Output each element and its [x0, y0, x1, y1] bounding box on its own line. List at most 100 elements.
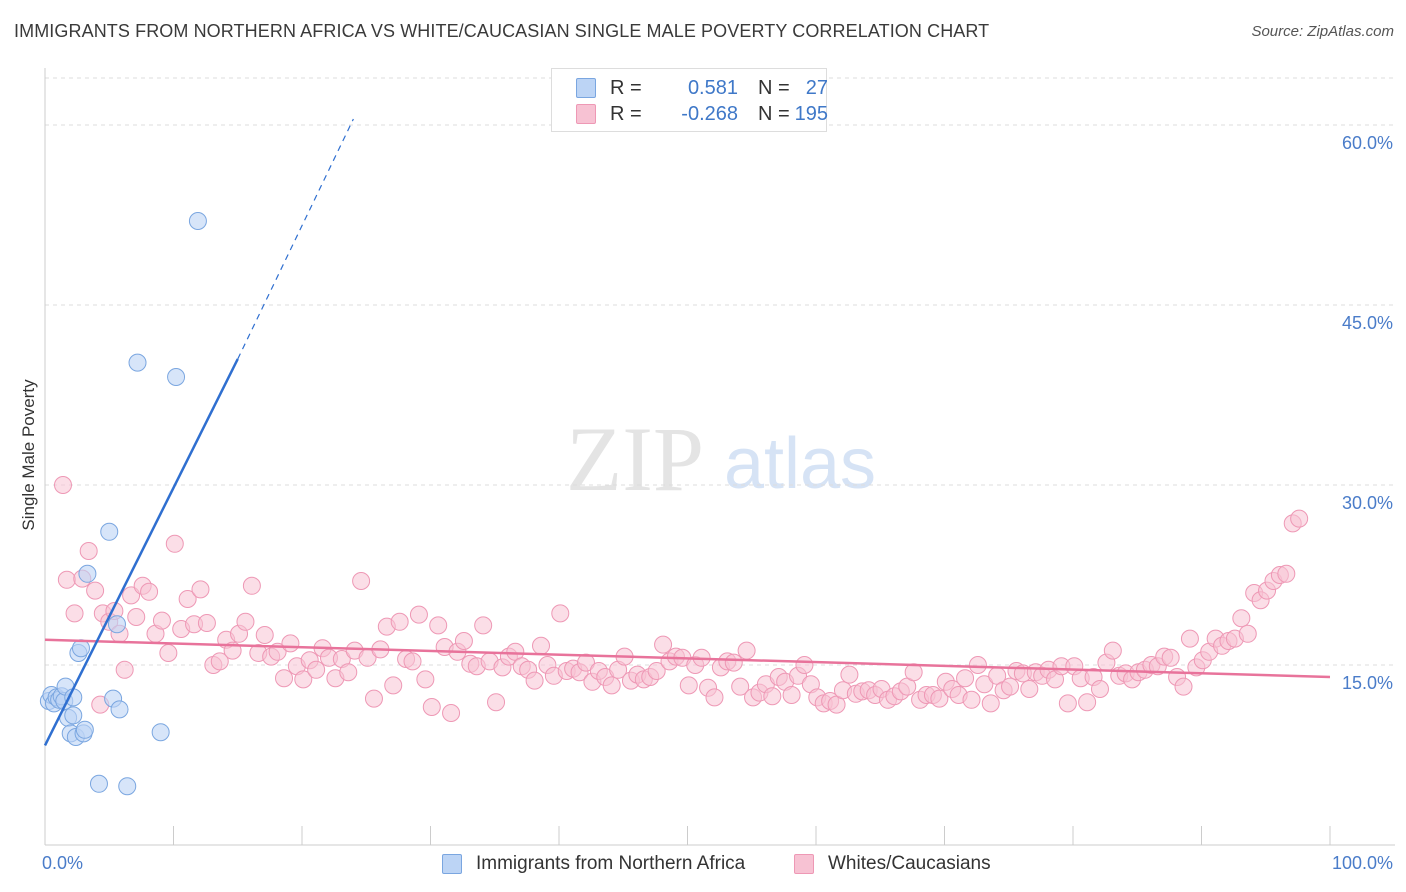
- correlation-legend: R = 0.581 N = 27 R = -0.268 N = 195: [551, 68, 828, 132]
- legend-r-label: R =: [610, 102, 642, 125]
- whites-point: [1238, 624, 1257, 643]
- whites-point: [1174, 677, 1193, 696]
- whites-point: [576, 653, 595, 672]
- whites-point: [409, 605, 428, 624]
- legend-r-label: R =: [610, 76, 642, 99]
- whites-point: [390, 612, 409, 631]
- whites-point: [140, 582, 159, 601]
- whites-point: [737, 641, 756, 660]
- whites-point: [795, 656, 814, 674]
- legend-swatch-blue: [576, 78, 596, 98]
- y-tick-label: 45.0%: [1342, 313, 1393, 333]
- whites-point: [429, 616, 448, 635]
- bottom-legend-label-whites: Whites/Caucasians: [828, 853, 991, 874]
- whites-point: [525, 671, 544, 690]
- whites-point: [731, 677, 750, 696]
- whites-point: [532, 636, 551, 655]
- whites-point: [159, 644, 178, 662]
- whites-point: [210, 652, 229, 671]
- whites-point: [65, 604, 84, 623]
- whites-point: [115, 660, 134, 679]
- x-tick-label-min: 0.0%: [42, 853, 83, 873]
- whites-point: [275, 669, 294, 688]
- whites-point: [416, 670, 435, 689]
- whites-point: [339, 663, 358, 682]
- y-tick-labels: 15.0% 30.0% 45.0% 60.0%: [1342, 133, 1393, 693]
- whites-point: [236, 612, 255, 631]
- watermark-zip: ZIP: [566, 408, 704, 510]
- whites-point: [152, 611, 171, 630]
- whites-point: [1161, 648, 1180, 667]
- whites-point: [782, 686, 801, 704]
- watermark-atlas: atlas: [724, 424, 876, 504]
- immigrants-point: [128, 353, 147, 372]
- whites-point: [975, 675, 994, 694]
- whites-point: [197, 614, 216, 632]
- whites-point: [724, 653, 743, 672]
- y-tick-label: 15.0%: [1342, 673, 1393, 693]
- whites-point: [654, 635, 673, 654]
- whites-point: [1058, 694, 1077, 713]
- immigrants-point: [64, 706, 83, 725]
- bottom-legend-swatch-blue: [442, 854, 462, 874]
- legend-r-value: 0.581: [687, 76, 738, 99]
- y-tick-label: 30.0%: [1342, 493, 1393, 513]
- legend-n-value: 27: [805, 76, 828, 99]
- whites-point: [352, 572, 371, 590]
- whites-point: [53, 476, 72, 494]
- whites-point: [178, 590, 197, 608]
- whites-point: [981, 694, 1000, 713]
- bottom-legend-swatch-pink: [794, 854, 814, 874]
- whites-point: [647, 662, 666, 680]
- whites-point: [384, 676, 403, 695]
- whites-point: [474, 616, 493, 635]
- whites-trendline: [44, 638, 1331, 679]
- immigrants-point: [188, 212, 207, 230]
- immigrants-point: [89, 774, 108, 793]
- source-label: Source: ZipAtlas.com: [1251, 23, 1394, 40]
- legend-n-label: N =: [758, 76, 790, 99]
- whites-point: [1078, 693, 1097, 712]
- whites-points: [53, 476, 1309, 722]
- axes: [44, 68, 1395, 846]
- whites-point: [602, 676, 621, 695]
- whites-point: [956, 669, 975, 688]
- bottom-legend-immigrants: Immigrants from Northern Africa: [442, 852, 745, 876]
- whites-point: [122, 586, 141, 605]
- whites-point: [403, 652, 422, 671]
- whites-point: [364, 689, 383, 708]
- whites-point: [1232, 609, 1251, 628]
- whites-point: [1290, 509, 1309, 528]
- whites-point: [454, 632, 473, 650]
- legend-n-value: 195: [794, 102, 828, 125]
- immigrants-trendline: [43, 358, 239, 746]
- whites-point: [763, 687, 782, 706]
- legend-n-label: N =: [758, 102, 790, 125]
- whites-point: [79, 542, 98, 560]
- whites-point: [1090, 680, 1109, 698]
- whites-point: [679, 676, 698, 695]
- whites-point: [281, 634, 300, 653]
- legend-swatch-pink: [576, 104, 596, 124]
- whites-point: [968, 656, 987, 674]
- whites-point: [422, 698, 441, 716]
- whites-point: [962, 690, 981, 709]
- y-axis-label: Single Male Poverty: [19, 379, 38, 531]
- whites-point: [442, 704, 461, 722]
- x-tick-label-max: 100.0%: [1332, 853, 1393, 873]
- x-tick-labels: 0.0% 100.0%: [42, 853, 1393, 873]
- gridlines: [45, 77, 1395, 666]
- whites-point: [840, 665, 859, 684]
- whites-point: [57, 570, 76, 589]
- whites-point: [1180, 629, 1199, 648]
- immigrants-point: [75, 720, 94, 739]
- immigrants-point: [167, 368, 186, 386]
- trendlines: [43, 118, 1331, 746]
- whites-point: [307, 660, 326, 679]
- whites-point: [242, 576, 261, 595]
- whites-point: [1103, 641, 1122, 660]
- immigrants-point: [107, 615, 126, 634]
- immigrants-point: [100, 522, 119, 541]
- whites-point: [1001, 677, 1020, 696]
